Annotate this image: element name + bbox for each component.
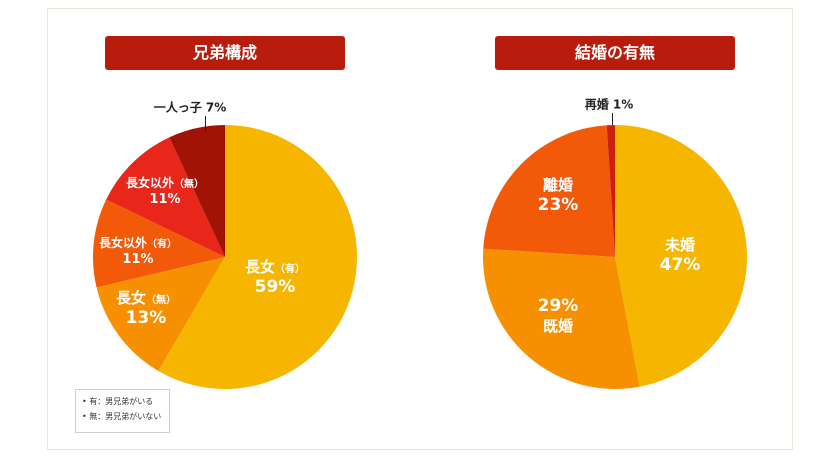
legend-item: • 有：男兄弟がいる [82,397,154,406]
slice-label-left-0: 長女（有） 59% [244,258,306,297]
pie-slice-1-1 [483,248,640,389]
slice-label-left-1: 長女（無） 13% [115,289,177,328]
pie-slice-0-0 [158,125,357,389]
leader-line-left [205,116,206,132]
slice-label-right-1: 29% 既婚 [537,296,579,336]
pie-slice-0-2 [93,199,225,288]
pie-slice-1-0 [615,125,748,387]
pie-slice-0-3 [106,137,225,257]
slice-label-left-3: 長女以外（無） 11% [125,176,205,207]
leader-line-right [612,113,613,125]
chart-title-right: 結婚の有無 [495,36,735,70]
slice-label-right-3: 再婚 1% [584,97,634,112]
pie-slice-0-1 [96,257,226,371]
legend-item: • 無：男兄弟がいない [82,412,162,422]
slice-label-left-2: 長女以外（有） 11% [98,236,178,267]
slice-label-right-0: 未婚 47% [659,236,701,275]
pie-slice-0-4 [169,125,225,257]
chart-title-left: 兄弟構成 [105,36,345,70]
slice-label-left-4: 一人っ子 7% [153,100,227,115]
pie-slice-1-3 [606,125,615,257]
slice-label-right-2: 離婚 23% [537,176,579,215]
pie-slice-1-2 [483,125,615,258]
legend-box: • 有：男兄弟がいる • 無：男兄弟がいない [75,389,170,433]
